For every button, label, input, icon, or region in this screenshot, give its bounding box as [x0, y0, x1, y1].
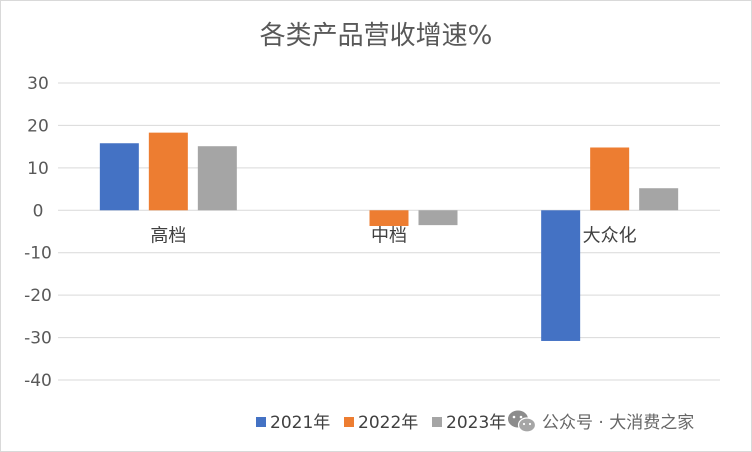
- legend-swatch: [256, 417, 266, 427]
- bar: [639, 188, 679, 211]
- category-label: 大众化: [583, 225, 637, 246]
- y-tick-label: -20: [24, 286, 52, 306]
- y-tick-label: -10: [24, 244, 52, 264]
- bar: [369, 210, 409, 226]
- y-tick-label: -40: [24, 371, 52, 391]
- bar: [590, 147, 630, 211]
- legend-label: 2023年: [446, 413, 506, 433]
- y-tick-label: 20: [27, 116, 49, 136]
- bar: [418, 210, 458, 226]
- y-tick-label: 10: [27, 159, 49, 179]
- category-label: 高档: [150, 225, 186, 246]
- category-labels: 高档 中档 大众化: [150, 225, 636, 246]
- bar: [99, 143, 139, 211]
- watermark: 公众号 · 大消费之家: [508, 410, 694, 433]
- y-tick-label: 30: [27, 74, 49, 94]
- wechat-icon: [508, 410, 537, 433]
- y-axis-ticks: 30 20 10 0 -10 -20 -30 -40: [24, 74, 52, 391]
- category-label: 中档: [371, 225, 407, 246]
- y-tick-label: -30: [24, 329, 52, 349]
- legend: 2021年 2022年 2023年: [256, 413, 506, 433]
- y-tick-label: 0: [33, 201, 44, 221]
- bars: [99, 132, 679, 341]
- bar: [541, 210, 581, 341]
- chart-title: 各类产品营收增速%: [260, 21, 493, 51]
- gridlines: [58, 82, 720, 381]
- bar: [197, 146, 237, 211]
- bar: [148, 132, 188, 211]
- legend-swatch: [344, 417, 354, 427]
- legend-swatch: [432, 417, 442, 427]
- legend-label: 2022年: [358, 413, 418, 433]
- watermark-text: 公众号 · 大消费之家: [542, 413, 694, 433]
- legend-label: 2021年: [270, 413, 330, 433]
